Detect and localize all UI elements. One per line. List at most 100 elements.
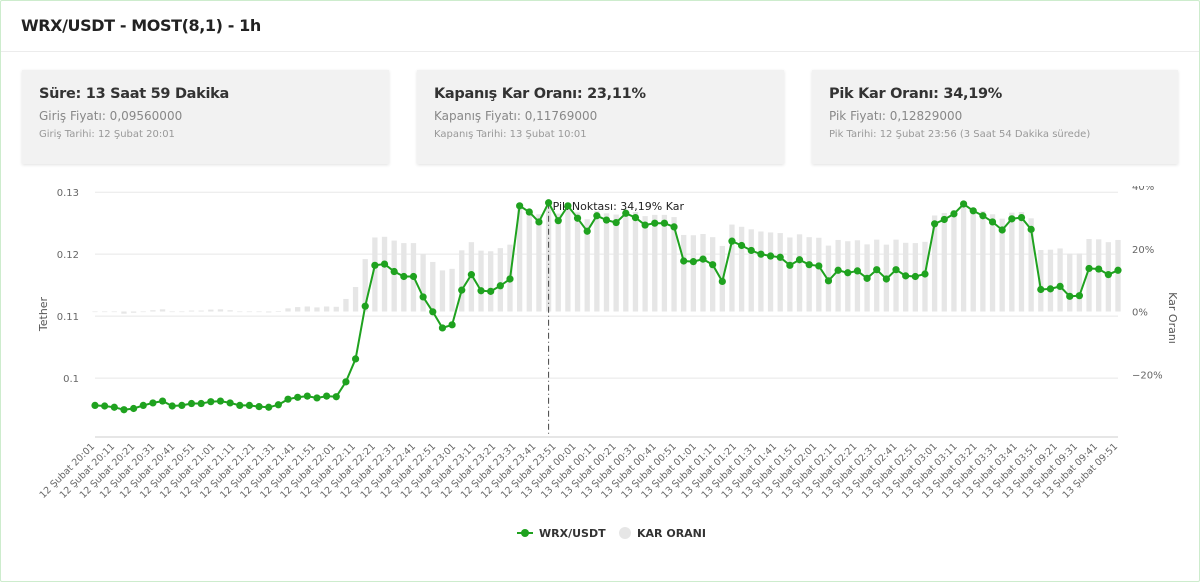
price-point[interactable] [834,266,842,274]
price-point[interactable] [419,293,427,301]
price-point[interactable] [1075,292,1083,300]
price-point[interactable] [554,217,562,225]
price-point[interactable] [1085,264,1093,273]
price-point[interactable] [950,210,958,218]
price-point[interactable] [979,212,987,220]
price-point[interactable] [699,255,707,263]
price-point[interactable] [1104,271,1112,279]
price-point[interactable] [158,397,167,405]
price-point[interactable] [1066,292,1074,300]
price-point[interactable] [612,218,620,227]
price-point[interactable] [766,252,775,260]
price-point[interactable] [921,270,929,278]
price-point[interactable] [718,277,726,286]
price-point[interactable] [506,275,514,283]
price-point[interactable] [487,287,495,295]
price-point[interactable] [622,209,630,217]
price-point[interactable] [564,202,572,210]
price-point[interactable] [409,272,418,281]
price-point[interactable] [680,257,688,265]
price-point[interactable] [101,402,109,410]
price-point[interactable] [1017,214,1026,222]
price-point[interactable] [1046,285,1055,293]
price-point[interactable] [940,215,948,224]
price-point[interactable] [786,261,794,269]
price-point[interactable] [274,401,282,409]
price-point[interactable] [429,308,437,316]
price-point[interactable] [815,262,823,270]
price-point[interactable] [853,267,862,275]
price-point[interactable] [342,378,350,386]
price-point[interactable] [390,267,398,276]
price-point[interactable] [757,250,765,258]
price-point[interactable] [149,399,157,407]
price-point[interactable] [361,302,369,310]
price-point[interactable] [323,392,331,400]
price-point[interactable] [467,271,475,279]
legend-item-price[interactable]: WRX/USDT [517,527,606,540]
price-point[interactable] [245,401,254,409]
price-point[interactable] [631,214,640,222]
price-point[interactable] [380,260,389,268]
price-point[interactable] [207,398,215,406]
price-point[interactable] [216,397,225,405]
price-point[interactable] [448,321,456,329]
price-point[interactable] [911,272,919,281]
price-point[interactable] [660,219,669,227]
price-point[interactable] [236,401,244,409]
price-point[interactable] [805,261,813,269]
price-point[interactable] [130,404,138,413]
price-point[interactable] [197,399,205,408]
price-point[interactable] [651,219,659,227]
price-point[interactable] [776,253,784,261]
price-point[interactable] [525,208,533,216]
price-point[interactable] [544,199,553,207]
price-point[interactable] [1037,285,1045,294]
price-point[interactable] [573,214,582,222]
price-point[interactable] [882,275,890,283]
price-point[interactable] [1056,282,1064,290]
price-point[interactable] [892,266,900,274]
price-point[interactable] [1027,225,1035,233]
price-point[interactable] [795,256,804,264]
price-point[interactable] [284,395,292,403]
price-point[interactable] [313,394,321,402]
price-point[interactable] [641,221,649,229]
price-point[interactable] [959,200,968,208]
price-point[interactable] [1008,215,1016,223]
price-point[interactable] [265,403,273,411]
price-point[interactable] [91,401,99,409]
price-point[interactable] [969,207,977,215]
price-point[interactable] [844,269,852,277]
price-point[interactable] [1095,265,1103,273]
price-point[interactable] [535,218,543,226]
price-point[interactable] [438,324,447,332]
price-point[interactable] [294,393,302,401]
price-point[interactable] [873,266,881,274]
price-point[interactable] [496,282,504,290]
price-point[interactable] [747,246,755,255]
price-point[interactable] [988,218,997,226]
price-point[interactable] [110,403,118,411]
price-point[interactable] [602,216,611,224]
price-point[interactable] [902,272,910,280]
price-point[interactable] [824,277,833,285]
price-point[interactable] [120,406,128,414]
price-point[interactable] [458,286,466,294]
price-point[interactable] [371,261,379,269]
price-point[interactable] [255,403,263,411]
price-point[interactable] [516,202,524,210]
price-point[interactable] [139,401,147,409]
price-point[interactable] [593,212,601,220]
price-point[interactable] [400,272,408,281]
price-point[interactable] [931,220,939,228]
price-point[interactable] [168,402,176,410]
price-point[interactable] [351,355,360,363]
price-point[interactable] [477,287,485,295]
price-point[interactable] [583,227,591,235]
price-point[interactable] [178,401,186,409]
price-point[interactable] [670,223,678,231]
price-point[interactable] [226,399,234,407]
price-point[interactable] [728,237,736,245]
price-point[interactable] [998,226,1006,234]
